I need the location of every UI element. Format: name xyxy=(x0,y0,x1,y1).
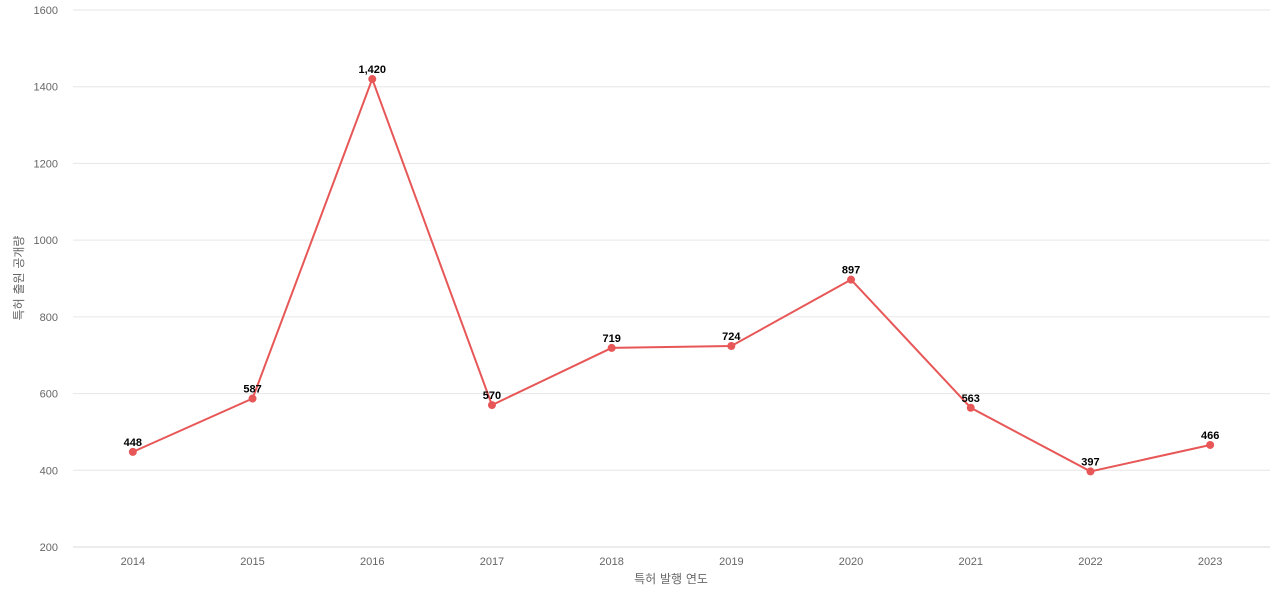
data-point xyxy=(847,275,856,284)
y-tick-label: 200 xyxy=(40,542,58,554)
data-point xyxy=(607,343,616,352)
data-point xyxy=(727,342,736,351)
x-tick-label: 2016 xyxy=(360,556,384,568)
data-point xyxy=(368,75,377,84)
data-point xyxy=(966,403,975,412)
data-label: 563 xyxy=(962,393,980,405)
data-point xyxy=(1206,440,1215,449)
y-tick-label: 1400 xyxy=(34,82,58,94)
data-point xyxy=(128,447,137,456)
x-tick-label: 2017 xyxy=(480,556,504,568)
y-axis-ticks: 200 400 600 800 1000 1200 1400 1600 xyxy=(34,5,58,554)
data-label: 466 xyxy=(1201,430,1219,442)
series-layer xyxy=(132,76,1211,473)
data-label: 724 xyxy=(722,331,741,343)
grid-layer xyxy=(73,9,1270,548)
data-point xyxy=(248,394,257,403)
y-tick-label: 1000 xyxy=(34,235,58,247)
x-tick-label: 2018 xyxy=(599,556,623,568)
x-tick-label: 2022 xyxy=(1078,556,1102,568)
data-label: 897 xyxy=(842,265,860,277)
y-axis-title: 특허 출원 공개량 xyxy=(12,236,26,321)
data-point xyxy=(487,401,496,410)
data-point xyxy=(1086,467,1095,476)
x-tick-label: 2023 xyxy=(1198,556,1222,568)
data-label: 448 xyxy=(124,437,142,449)
y-tick-label: 1600 xyxy=(34,5,58,17)
x-axis-ticks: 2014 2015 2016 2017 2018 2019 2020 2021 2022 2023 xyxy=(121,556,1223,568)
x-tick-label: 2021 xyxy=(959,556,983,568)
x-tick-label: 2019 xyxy=(719,556,743,568)
data-label: 719 xyxy=(602,333,620,345)
data-label: 397 xyxy=(1081,456,1099,468)
data-label: 587 xyxy=(243,384,261,396)
x-tick-label: 2014 xyxy=(121,556,145,568)
points-layer xyxy=(128,75,1215,476)
y-tick-label: 400 xyxy=(40,465,58,477)
data-label: 1,420 xyxy=(358,64,386,76)
y-tick-label: 800 xyxy=(40,312,58,324)
x-tick-label: 2020 xyxy=(839,556,863,568)
data-labels-layer: 448 587 1,420 570 719 724 897 563 397 466 xyxy=(124,64,1220,468)
x-axis-title: 특허 발행 연도 xyxy=(634,571,708,586)
data-label: 570 xyxy=(483,390,501,402)
y-tick-label: 600 xyxy=(40,389,58,401)
y-tick-label: 1200 xyxy=(34,158,58,170)
series-line xyxy=(132,76,1211,473)
x-tick-label: 2015 xyxy=(240,556,264,568)
